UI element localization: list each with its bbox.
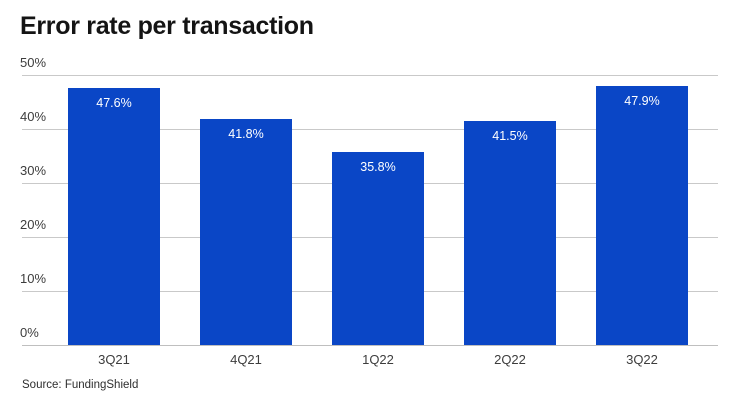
y-axis-tick-label: 10% (20, 271, 47, 286)
bar-3q21: 47.6% (68, 88, 160, 345)
y-axis-tick-label: 40% (20, 109, 47, 124)
bar-2q22: 41.5% (464, 121, 556, 345)
y-axis-tick-label: 30% (20, 163, 47, 178)
x-axis-tick-label: 4Q21 (230, 352, 262, 367)
bar-value-label: 35.8% (360, 160, 396, 174)
x-axis-tick-label: 1Q22 (362, 352, 394, 367)
gridline (22, 129, 718, 130)
gridline (22, 75, 718, 76)
y-axis-tick-label: 20% (20, 217, 47, 232)
bar-value-label: 41.8% (228, 127, 264, 141)
bar-value-label: 41.5% (492, 129, 528, 143)
bar-3q22: 47.9% (596, 86, 688, 345)
source-note: Source: FundingShield (22, 379, 139, 391)
bar-value-label: 47.9% (624, 94, 660, 108)
bar-1q22: 35.8% (332, 152, 424, 345)
x-axis-tick-label: 3Q21 (98, 352, 130, 367)
chart-title: Error rate per transaction (20, 12, 314, 40)
x-axis-line (22, 345, 718, 346)
bar-4q21: 41.8% (200, 119, 292, 345)
x-axis-tick-label: 2Q22 (494, 352, 526, 367)
x-axis-tick-label: 3Q22 (626, 352, 658, 367)
y-axis-tick-label: 0% (20, 325, 39, 340)
bar-value-label: 47.6% (96, 96, 132, 110)
y-axis-tick-label: 50% (20, 55, 47, 70)
